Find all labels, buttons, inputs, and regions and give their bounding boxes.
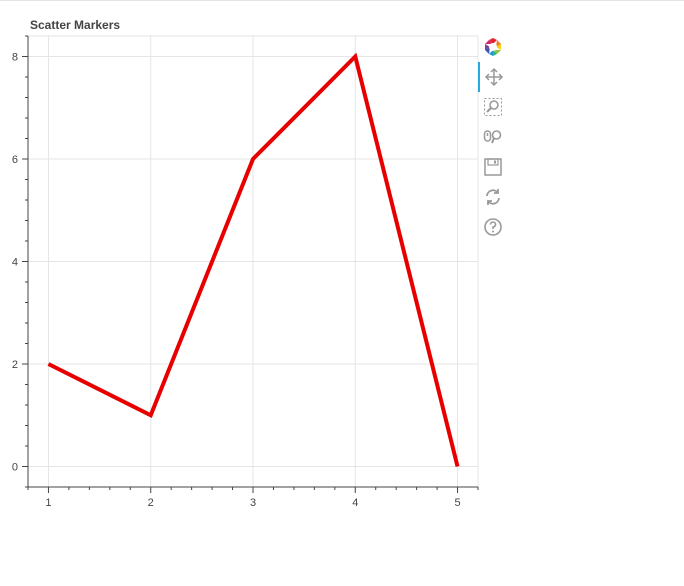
grid bbox=[27, 35, 479, 488]
box-zoom-icon bbox=[484, 98, 502, 116]
bokeh-logo[interactable] bbox=[478, 32, 508, 62]
reset-icon bbox=[486, 189, 500, 205]
x-tick-label: 4 bbox=[352, 497, 358, 509]
bokeh-logo-icon bbox=[485, 38, 501, 56]
save-tool[interactable] bbox=[478, 152, 508, 182]
wheel-zoom-tool[interactable] bbox=[478, 122, 508, 152]
series-layer bbox=[47, 52, 460, 467]
y-tick-label: 6 bbox=[12, 154, 18, 166]
help-icon bbox=[484, 218, 502, 236]
wheel-zoom-icon bbox=[483, 130, 502, 144]
pan-tool[interactable] bbox=[478, 62, 508, 92]
x-tick-label: 2 bbox=[148, 497, 154, 509]
page-top-border bbox=[0, 0, 684, 1]
y-tick-label: 8 bbox=[12, 52, 18, 64]
y-tick-label: 4 bbox=[12, 257, 18, 269]
axes: 1 2 3 4 5 0 2 4 6 8 bbox=[12, 35, 479, 509]
chart-title: Scatter Markers bbox=[30, 18, 120, 32]
reset-tool[interactable] bbox=[478, 182, 508, 212]
y-tick-label: 0 bbox=[12, 462, 18, 474]
x-tick-label: 5 bbox=[454, 497, 460, 509]
x-tick-label: 3 bbox=[250, 497, 256, 509]
series-line bbox=[47, 52, 460, 467]
box-zoom-tool[interactable] bbox=[478, 92, 508, 122]
save-icon bbox=[484, 158, 502, 176]
help-tool[interactable] bbox=[478, 212, 508, 242]
pan-icon bbox=[484, 67, 504, 87]
x-tick-label: 1 bbox=[45, 497, 51, 509]
y-tick-label: 2 bbox=[12, 359, 18, 371]
